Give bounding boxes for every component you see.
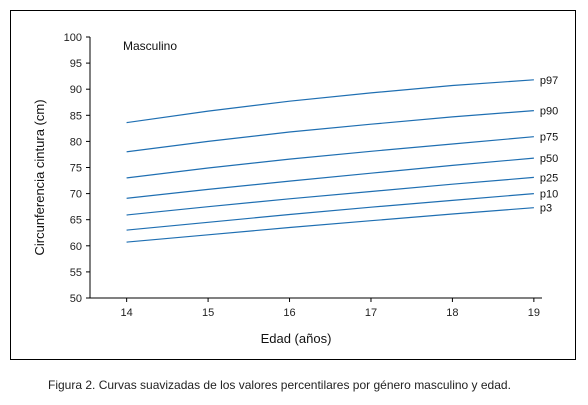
series-label-p75: p75 — [540, 132, 558, 144]
y-tick-label: 65 — [70, 215, 82, 227]
series-line-p10 — [126, 193, 534, 231]
x-tick-label: 17 — [365, 307, 377, 319]
x-tick-label: 19 — [528, 307, 540, 319]
x-tick-label: 14 — [121, 307, 133, 319]
y-tick-label: 95 — [70, 58, 82, 70]
series-line-p97 — [126, 79, 534, 124]
figure-frame: 50 55 60 65 70 75 80 85 90 95 100 14 15 16 17 18 19 Edad … — [10, 10, 576, 360]
series-label-p3: p3 — [540, 203, 552, 215]
y-tick-label: 70 — [70, 189, 82, 201]
x-tick-label: 18 — [446, 307, 458, 319]
series-line-p75 — [126, 136, 534, 179]
figure-caption: Figura 2. Curvas suavizadas de los valor… — [48, 378, 511, 392]
series-line-p50 — [126, 157, 534, 199]
series-label-p97: p97 — [540, 75, 558, 87]
y-tick-label: 75 — [70, 163, 82, 175]
series-line-p90 — [126, 110, 534, 153]
series-line-p3 — [126, 207, 534, 243]
series-label-p10: p10 — [540, 189, 558, 201]
series-label-p50: p50 — [540, 153, 558, 165]
series-line-p25 — [126, 176, 534, 216]
y-tick-label: 90 — [70, 84, 82, 96]
x-tick-label: 15 — [202, 307, 214, 319]
chart-title: Masculino — [123, 39, 177, 53]
y-axis-title: Circunferencia cintura (cm) — [32, 99, 47, 255]
y-tick-label: 100 — [64, 32, 82, 44]
y-tick-label: 55 — [70, 267, 82, 279]
y-tick-label: 80 — [70, 136, 82, 148]
y-tick-label: 50 — [70, 293, 82, 305]
series-label-p25: p25 — [540, 172, 558, 184]
x-axis-title: Edad (años) — [261, 331, 332, 346]
y-tick-label: 85 — [70, 110, 82, 122]
series-label-p90: p90 — [540, 106, 558, 118]
percentile-chart: 50 55 60 65 70 75 80 85 90 95 100 14 15 16 17 18 19 Edad … — [32, 32, 558, 346]
x-tick-label: 16 — [283, 307, 295, 319]
y-tick-label: 60 — [70, 241, 82, 253]
